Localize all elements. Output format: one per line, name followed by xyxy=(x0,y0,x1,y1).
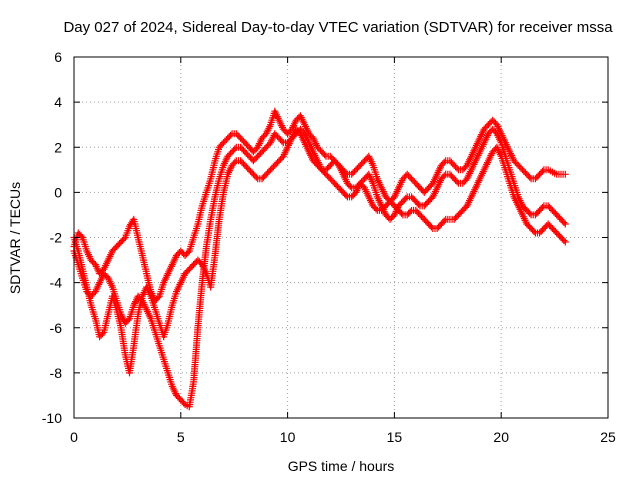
y-tick-label: 2 xyxy=(54,139,62,155)
data-series xyxy=(70,107,569,411)
x-tick-label: 25 xyxy=(600,429,616,445)
y-tick-label: -8 xyxy=(50,365,63,381)
x-tick-label: 10 xyxy=(280,429,296,445)
x-tick-label: 20 xyxy=(493,429,509,445)
chart-title: Day 027 of 2024, Sidereal Day-to-day VTE… xyxy=(63,19,613,36)
y-tick-label: 0 xyxy=(54,184,62,200)
x-tick-label: 15 xyxy=(387,429,403,445)
y-tick-label: 6 xyxy=(54,49,62,65)
grid xyxy=(74,57,608,418)
y-tick-label: -10 xyxy=(42,410,62,426)
series-markers xyxy=(70,107,569,305)
y-tick-label: -4 xyxy=(50,275,63,291)
plot-frame xyxy=(73,56,609,419)
y-tick-label: -6 xyxy=(50,320,63,336)
y-tick-label: -2 xyxy=(50,230,63,246)
x-tick-label: 0 xyxy=(70,429,78,445)
x-tick-label: 5 xyxy=(177,429,185,445)
series-track-a xyxy=(70,107,569,305)
axes: 0 5 10 15 20 25 -10 -8 -6 -4 -2 0 2 4 6 xyxy=(42,49,616,445)
y-axis-label: SDTVAR / TECUs xyxy=(7,182,23,294)
x-axis-label: GPS time / hours xyxy=(288,458,395,474)
y-tick-label: 4 xyxy=(54,94,62,110)
